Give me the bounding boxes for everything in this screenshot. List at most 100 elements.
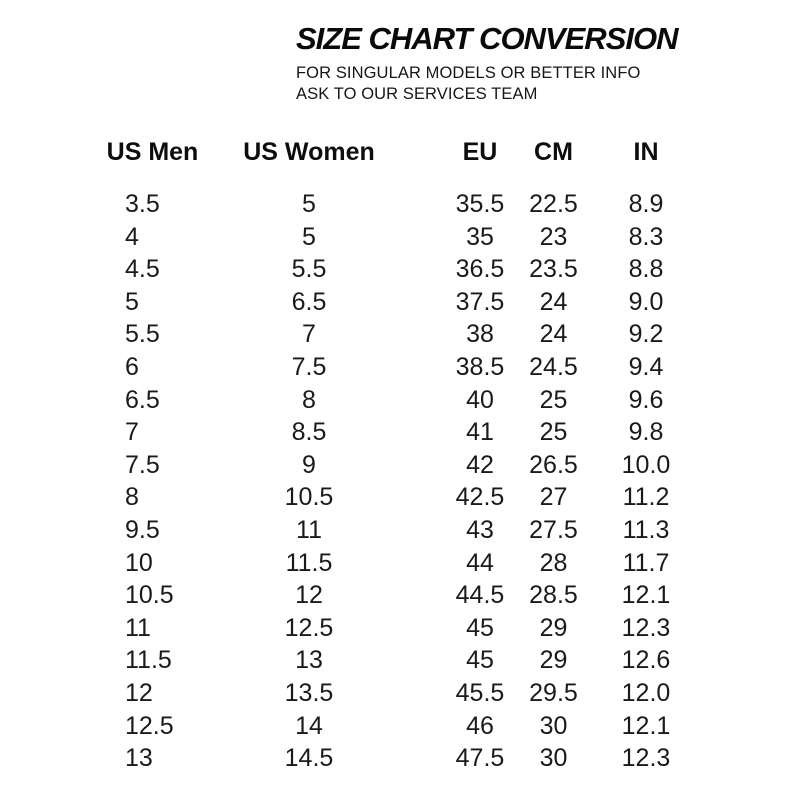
size-chart-body: 3.5 5 35.5 22.5 8.9 4 5 35 23 8.3 4.5 5.5 36.5 23.5 8.… [95,188,702,775]
table-cell: 42 [466,450,494,479]
table-cell: 6.5 [125,385,160,414]
table-cell: 13 [295,646,323,675]
table-cell: 24 [539,320,568,349]
table-cell: 5 [302,222,316,251]
table-cell: 14 [295,711,323,740]
table-cell: 47.5 [455,744,505,773]
table-row: 5.5 7 38 24 9.2 [95,318,702,351]
table-row: 7.5 9 42 26.5 10.0 [95,449,702,482]
table-cell: 7.5 [291,352,327,381]
table-cell: 5.5 [291,255,327,284]
table-cell: 24 [539,287,568,316]
table-cell: 3.5 [125,190,160,218]
table-cell: 38.5 [455,352,505,381]
table-cell: 12.1 [621,581,671,610]
table-cell: 10.0 [621,450,671,479]
column-header-us-men: US Men [106,138,199,166]
table-cell: 11 [125,613,151,642]
table-row: 10.5 12 44.5 28.5 12.1 [95,579,702,612]
table-cell: 41 [466,418,494,447]
table-cell: 37.5 [455,287,505,316]
table-row: 7 8.5 41 25 9.8 [95,416,702,449]
table-cell: 12.5 [125,711,174,740]
table-cell: 5 [125,287,139,316]
table-row: 5 6.5 37.5 24 9.0 [95,286,702,319]
table-cell: 28 [539,548,568,577]
column-header-in: IN [633,138,659,166]
table-cell: 9.5 [125,515,160,544]
table-cell: 40 [466,385,494,414]
table-cell: 29.5 [529,678,578,707]
table-cell: 10.5 [284,483,334,512]
table-cell: 12.0 [621,678,671,707]
table-cell: 11.7 [622,548,670,577]
table-row: 4.5 5.5 36.5 23.5 8.8 [95,253,702,286]
table-cell: 44 [466,548,494,577]
table-cell: 11.3 [622,515,670,544]
table-cell: 7 [302,320,316,349]
table-cell: 12.1 [621,711,671,740]
table-cell: 8.9 [628,190,664,218]
table-cell: 35 [466,222,494,251]
table-cell: 12.3 [621,744,671,773]
table-row: 10 11.5 44 28 11.7 [95,547,702,580]
table-row: 8 10.5 42.5 27 11.2 [95,481,702,514]
table-cell: 13 [125,744,153,773]
table-cell: 36.5 [455,255,505,284]
table-cell: 4.5 [125,255,160,284]
table-cell: 10 [125,548,153,577]
table-cell: 8.8 [628,255,664,284]
table-cell: 12 [295,581,323,610]
page-subtitle: FOR SINGULAR MODELS OR BETTER INFO ASK T… [296,63,776,105]
table-row: 11 12.5 45 29 12.3 [95,612,702,645]
table-cell: 12.3 [621,613,671,642]
table-cell: 28.5 [529,581,578,610]
table-cell: 46 [466,711,494,740]
table-cell: 5 [302,190,316,218]
table-header-row: US Men US Women EU CM IN [95,132,702,188]
table-cell: 26.5 [529,450,578,479]
table-cell: 12.5 [284,613,334,642]
table-cell: 13.5 [284,678,334,707]
table-cell: 8.5 [291,418,327,447]
table-cell: 9.0 [628,287,664,316]
table-cell: 4 [125,222,139,251]
table-cell: 8 [125,483,139,512]
table-row: 9.5 11 43 27.5 11.3 [95,514,702,547]
subtitle-line-1: FOR SINGULAR MODELS OR BETTER INFO [296,64,641,82]
table-cell: 5.5 [125,320,160,349]
table-cell: 10.5 [125,581,174,610]
table-cell: 11.2 [622,483,670,512]
column-header-eu: EU [462,138,498,166]
table-row: 6.5 8 40 25 9.6 [95,384,702,417]
table-cell: 42.5 [455,483,505,512]
table-cell: 27.5 [529,515,578,544]
table-cell: 9.2 [628,320,664,349]
table-cell: 27 [539,483,568,512]
size-chart-table: US Men US Women EU CM IN 3.5 5 35.5 22.5 8.9… [95,132,702,775]
page-title: SIZE CHART CONVERSION [296,21,678,56]
table-row: 3.5 5 35.5 22.5 8.9 [95,188,702,221]
table-row: 11.5 13 45 29 12.6 [95,644,702,677]
table-cell: 30 [539,711,568,740]
table-row: 6 7.5 38.5 24.5 9.4 [95,351,702,384]
column-header-cm: CM [534,138,573,166]
subtitle-line-2: ASK TO OUR SERVICES TEAM [296,85,538,103]
table-cell: 6 [125,352,139,381]
table-row: 12 13.5 45.5 29.5 12.0 [95,677,702,710]
table-row: 12.5 14 46 30 12.1 [95,710,702,743]
table-cell: 29 [539,613,568,642]
table-cell: 7.5 [125,450,160,479]
table-cell: 23 [539,222,568,251]
table-cell: 43 [466,515,494,544]
table-cell: 29 [539,646,568,675]
table-cell: 45 [466,613,494,642]
table-cell: 11 [296,515,322,544]
table-cell: 45 [466,646,494,675]
table-cell: 9.8 [628,418,664,447]
table-cell: 30 [539,744,568,773]
table-cell: 9 [302,450,316,479]
column-header-us-women: US Women [243,138,375,166]
table-cell: 11.5 [125,646,172,675]
